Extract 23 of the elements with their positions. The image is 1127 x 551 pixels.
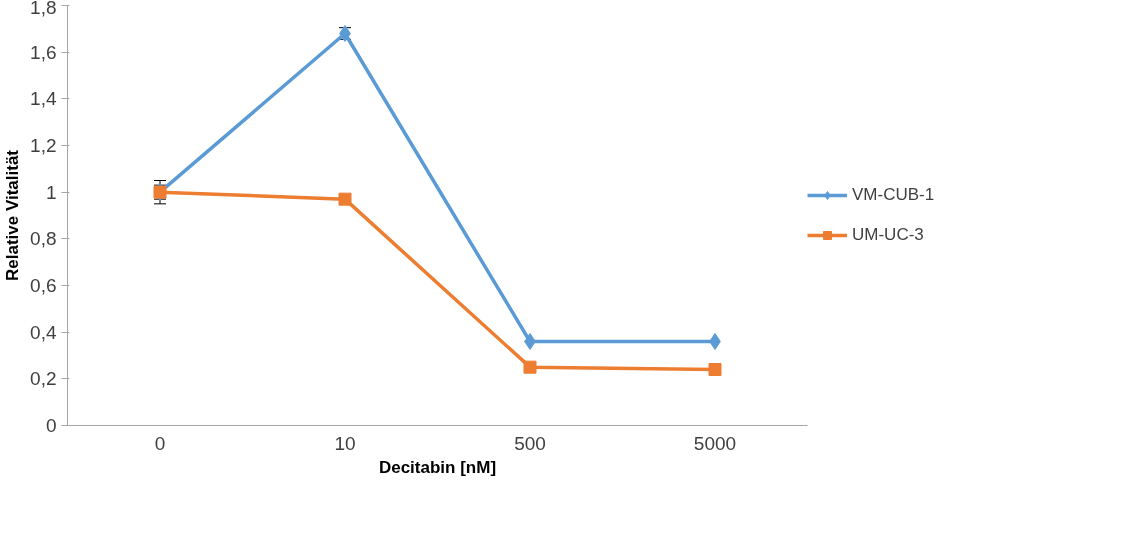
point: [709, 333, 721, 350]
legend-label: VM-CUB-1: [852, 185, 935, 205]
y-axis-title: Relative Vitalität: [3, 149, 23, 282]
y-tick-label: 1,2: [30, 135, 57, 156]
y-tick-label: 0: [45, 415, 57, 436]
y-tick-label: 0,2: [30, 368, 57, 390]
legend-label: UM-UC-3: [852, 225, 924, 245]
point: [338, 192, 352, 206]
y-tick-label: 1,4: [30, 88, 57, 110]
y-tick-label: 0,8: [30, 228, 57, 250]
x-tick-label: 5000: [693, 432, 737, 454]
x-tick-label: 0: [154, 432, 166, 454]
point: [523, 360, 537, 374]
y-tick-label: 1: [45, 181, 57, 203]
y-tick-label: 1,6: [30, 41, 57, 63]
x-tick-label: 500: [514, 432, 546, 454]
x-tick-label: 10: [334, 432, 356, 454]
point: [708, 363, 722, 376]
x-axis-title: Decitabin [nM]: [378, 457, 497, 477]
y-tick-label: 0,6: [30, 275, 57, 296]
y-tick-label: 0,4: [30, 321, 57, 343]
y-tick-label: 1,8: [30, 0, 57, 18]
point: [524, 333, 536, 350]
